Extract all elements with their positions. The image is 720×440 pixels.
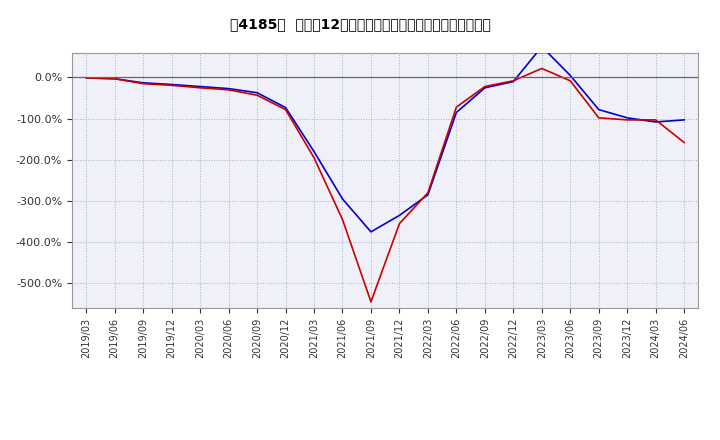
当期純利益: [139, 81, 148, 86]
経常利益: [110, 76, 119, 81]
経常利益: [253, 90, 261, 95]
経常利益: [82, 75, 91, 81]
当期純利益: [680, 140, 688, 145]
経常利益: [366, 229, 375, 235]
経常利益: [338, 196, 347, 202]
経常利益: [652, 119, 660, 125]
当期純利益: [652, 117, 660, 122]
経常利益: [310, 149, 318, 154]
当期純利益: [452, 104, 461, 110]
経常利益: [167, 82, 176, 87]
経常利益: [680, 117, 688, 122]
経常利益: [537, 44, 546, 49]
経常利益: [566, 73, 575, 78]
経常利益: [480, 85, 489, 91]
当期純利益: [253, 92, 261, 98]
当期純利益: [82, 75, 91, 81]
当期純利益: [196, 85, 204, 91]
Line: 経常利益: 経常利益: [86, 47, 684, 232]
Line: 当期純利益: 当期純利益: [86, 69, 684, 302]
当期純利益: [623, 117, 631, 122]
経常利益: [595, 107, 603, 112]
当期純利益: [167, 83, 176, 88]
当期純利益: [509, 78, 518, 84]
当期純利益: [282, 107, 290, 112]
経常利益: [395, 213, 404, 218]
経常利益: [509, 79, 518, 84]
当期純利益: [310, 155, 318, 161]
当期純利益: [537, 66, 546, 71]
Text: ［4185］  利益の12か月移動合計の対前年同期増減率の推移: ［4185］ 利益の12か月移動合計の対前年同期増減率の推移: [230, 18, 490, 32]
経常利益: [452, 110, 461, 115]
経常利益: [225, 86, 233, 91]
経常利益: [423, 192, 432, 198]
経常利益: [139, 80, 148, 85]
当期純利益: [480, 84, 489, 89]
経常利益: [282, 105, 290, 110]
当期純利益: [225, 87, 233, 92]
当期純利益: [423, 190, 432, 195]
経常利益: [196, 84, 204, 89]
当期純利益: [366, 299, 375, 304]
当期純利益: [595, 115, 603, 121]
当期純利益: [338, 217, 347, 222]
当期純利益: [110, 76, 119, 81]
経常利益: [623, 115, 631, 121]
当期純利益: [566, 78, 575, 84]
当期純利益: [395, 221, 404, 226]
